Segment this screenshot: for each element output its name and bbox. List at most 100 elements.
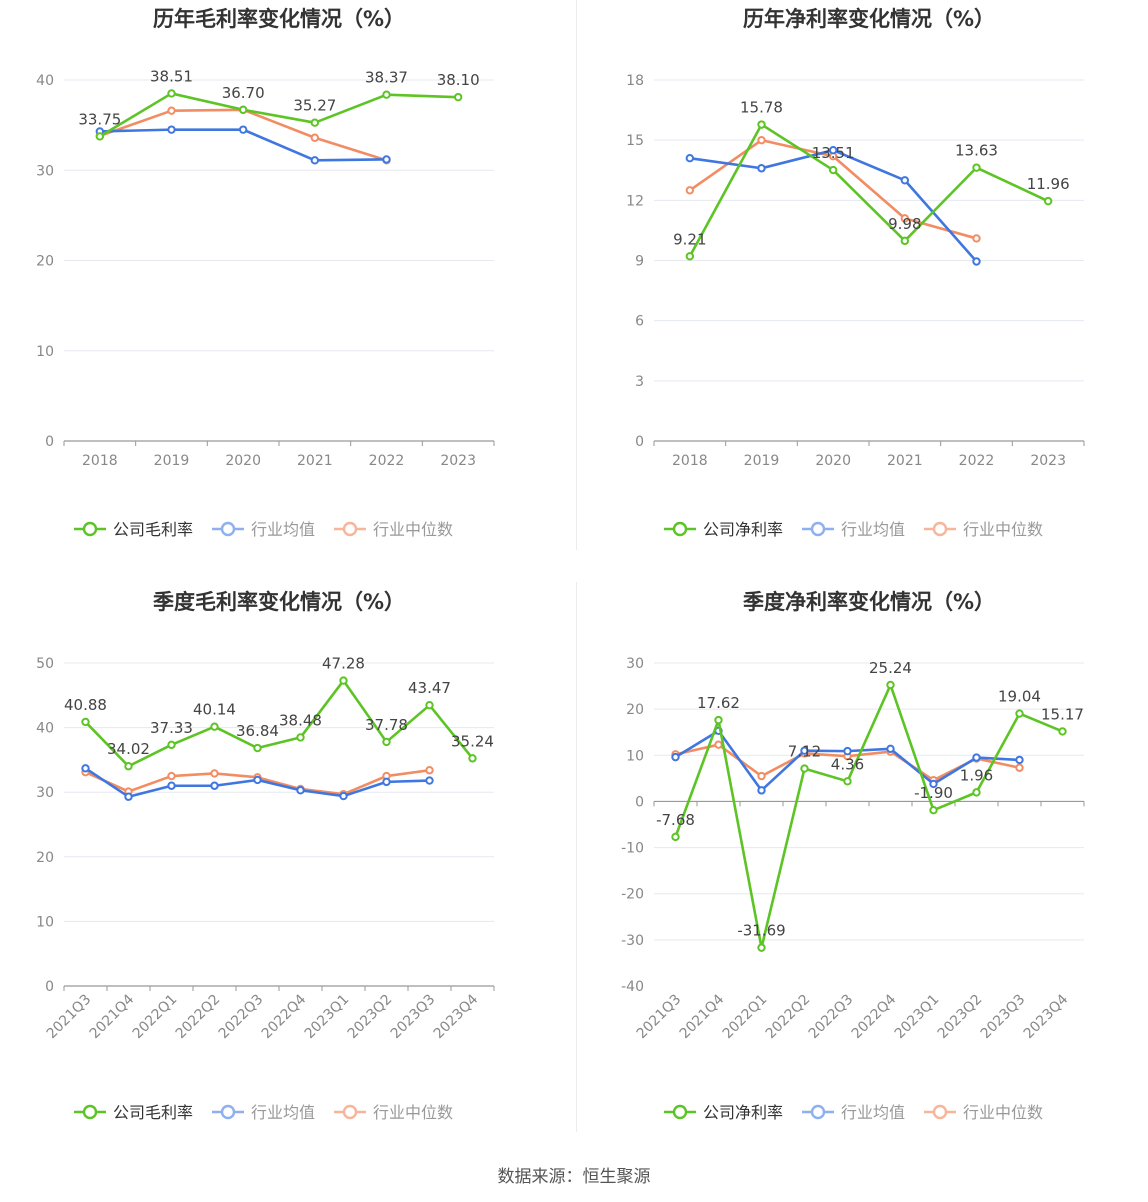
- y-tick-label: 20: [626, 702, 644, 718]
- x-tick-label: 2021Q3: [634, 992, 685, 1043]
- data-label: -1.90: [914, 784, 953, 802]
- x-tick-label: 2022Q1: [720, 992, 771, 1043]
- x-tick-label: 2022Q2: [173, 992, 224, 1043]
- data-point-company: [843, 777, 852, 786]
- y-tick-label: -40: [621, 979, 644, 995]
- data-label: 47.28: [322, 655, 365, 673]
- data-label: 40.88: [64, 696, 107, 714]
- y-tick-label: 0: [45, 979, 54, 995]
- y-tick-label: 15: [626, 133, 644, 149]
- legend-item-company: 公司毛利率: [74, 1103, 193, 1122]
- data-point-median: [425, 766, 434, 775]
- legend-item-avg: 行业均值: [802, 520, 905, 539]
- data-label: 36.84: [236, 722, 279, 740]
- legend-item-avg: 行业均值: [212, 520, 315, 539]
- data-point-avg: [757, 786, 766, 795]
- data-point-company: [425, 700, 434, 710]
- x-tick-label: 2023Q1: [892, 992, 943, 1043]
- data-label: 11.96: [1027, 175, 1070, 193]
- data-point-avg: [382, 155, 391, 164]
- y-tick-label: 3: [635, 374, 644, 390]
- series-line-median: [99, 108, 387, 162]
- series-line-company: [84, 679, 474, 768]
- data-point-company: [382, 737, 391, 747]
- data-point-avg: [167, 125, 176, 134]
- data-point-avg: [685, 154, 695, 163]
- legend-marker: [932, 521, 948, 537]
- x-tick-label: 2022Q4: [849, 991, 900, 1042]
- data-point-company: [1015, 709, 1024, 718]
- y-tick-label: -20: [621, 887, 644, 903]
- data-point-avg: [210, 781, 219, 790]
- data-source-footer: 数据来源：恒生聚源: [497, 1167, 651, 1187]
- legend-item-median: 行业中位数: [924, 1103, 1043, 1122]
- data-point-company: [382, 90, 391, 99]
- legend-item-company: 公司毛利率: [74, 520, 193, 539]
- data-label: 13.51: [812, 144, 855, 162]
- x-tick-label: 2022Q2: [763, 992, 814, 1043]
- data-point-avg: [253, 775, 262, 785]
- annual-gross-margin-chart: 历年毛利率变化情况（%） 0 10 20 30 40 2018 2019 2020 2021 202…: [0, 0, 574, 580]
- legend-marker: [672, 1104, 688, 1120]
- data-point-avg: [972, 753, 981, 762]
- data-point-company: [339, 676, 348, 685]
- data-point-avg: [757, 164, 766, 173]
- data-point-avg: [1015, 755, 1024, 765]
- data-label: 9.21: [673, 230, 706, 248]
- x-tick-label: 2021Q4: [677, 991, 728, 1042]
- legend-label: 行业中位数: [373, 520, 453, 539]
- data-label: 15.78: [740, 99, 783, 117]
- data-label: 9.98: [888, 215, 921, 233]
- data-point-company: [238, 105, 248, 114]
- series-line-avg: [99, 128, 387, 162]
- data-point-company: [253, 743, 262, 753]
- legend-label: 行业中位数: [963, 520, 1043, 539]
- data-point-median: [167, 106, 176, 115]
- y-tick-label: 18: [626, 73, 644, 89]
- legend-marker: [82, 1104, 98, 1120]
- data-label: 17.62: [697, 694, 740, 712]
- y-tick-label: 30: [626, 656, 644, 672]
- data-label: 37.33: [150, 719, 193, 737]
- series-line-company: [688, 123, 1049, 257]
- x-tick-label: 2022Q4: [259, 991, 310, 1042]
- quarterly-net-margin-chart: 季度净利率变化情况（%） -40 -30 -20 -10 0 10 20 30 2021Q3 202…: [574, 583, 1148, 1163]
- data-label: 38.48: [279, 711, 322, 729]
- chart-svg: 季度毛利率变化情况（%）010203040502021Q32021Q42022Q…: [36, 590, 495, 1122]
- legend-label: 行业均值: [251, 1103, 315, 1122]
- data-point-median: [1015, 763, 1024, 772]
- data-point-company: [296, 733, 305, 742]
- legend-label: 行业均值: [841, 520, 905, 539]
- x-tick-label: 2022Q3: [216, 992, 267, 1043]
- data-point-company: [757, 120, 766, 129]
- x-tick-label: 2022: [959, 453, 995, 469]
- data-point-company: [800, 764, 809, 773]
- data-point-avg: [310, 156, 320, 165]
- x-tick-label: 2019: [744, 453, 780, 469]
- chart-title: 季度净利率变化情况（%）: [743, 590, 995, 614]
- data-point-company: [828, 165, 838, 175]
- x-tick-label: 2022: [369, 453, 405, 469]
- data-point-median: [714, 740, 723, 749]
- data-point-company: [310, 118, 320, 127]
- data-point-avg: [843, 746, 852, 756]
- legend-item-company: 公司净利率: [664, 1103, 783, 1122]
- legend-item-avg: 行业均值: [802, 1103, 905, 1122]
- data-point-company: [210, 722, 219, 731]
- y-tick-label: 10: [36, 344, 54, 360]
- y-tick-label: 40: [36, 73, 54, 89]
- legend-label: 行业中位数: [373, 1103, 453, 1122]
- data-label: 37.78: [365, 716, 408, 734]
- legend-marker: [342, 1104, 358, 1120]
- data-label: 38.37: [365, 69, 408, 87]
- data-point-avg: [81, 764, 90, 773]
- data-label: -31.69: [737, 922, 785, 940]
- data-point-median: [757, 771, 766, 781]
- data-label: 19.04: [998, 688, 1041, 706]
- data-point-company: [1058, 727, 1067, 736]
- data-label: 33.75: [78, 110, 121, 128]
- x-tick-label: 2020: [815, 453, 851, 469]
- legend-marker: [220, 521, 236, 537]
- data-point-median: [210, 769, 219, 778]
- chart-svg: 季度净利率变化情况（%）-40-30-20-1001020302021Q3202…: [621, 590, 1085, 1122]
